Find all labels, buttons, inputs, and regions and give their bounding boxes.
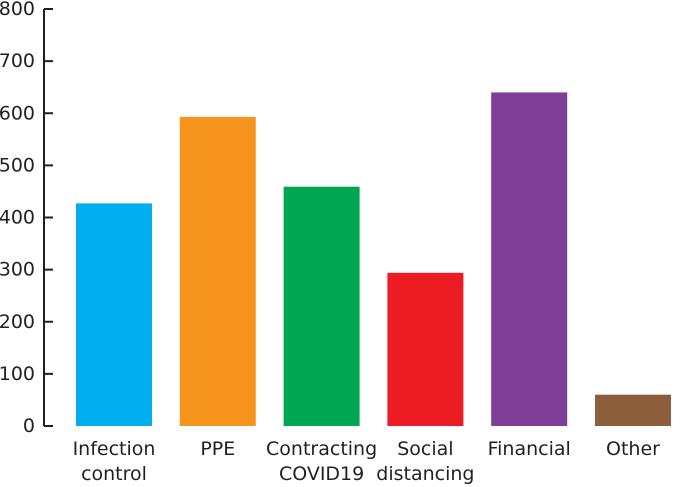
- bar: [595, 394, 671, 426]
- x-category-label: Infection control: [73, 438, 156, 485]
- bars: [76, 92, 671, 427]
- y-tick-label: 400: [0, 207, 35, 229]
- x-category-label: Contracting COVID19: [266, 438, 377, 485]
- bar: [491, 92, 568, 427]
- y-tick-label: 200: [0, 311, 35, 333]
- y-tick-label: 300: [0, 259, 35, 281]
- bar: [283, 186, 360, 426]
- y-tick-label: 800: [0, 0, 35, 20]
- y-axis: 0 100 200 300 400 500 600 700 800: [0, 0, 53, 437]
- y-tick-label: 700: [0, 50, 35, 72]
- y-tick-label: 600: [0, 102, 35, 124]
- x-category-label: PPE: [200, 438, 235, 460]
- x-axis-labels: Infection control PPE Contracting COVID19Soc…: [73, 438, 661, 485]
- x-category-label: Social distancing: [376, 438, 474, 485]
- x-category-label: Other: [606, 438, 660, 460]
- x-category-label: Financial: [488, 438, 571, 460]
- y-tick-label: 0: [23, 415, 35, 437]
- bar: [387, 272, 464, 426]
- bar: [76, 203, 152, 426]
- bar: [179, 116, 256, 427]
- y-tick-label: 500: [0, 154, 35, 176]
- y-tick-label: 100: [0, 363, 35, 385]
